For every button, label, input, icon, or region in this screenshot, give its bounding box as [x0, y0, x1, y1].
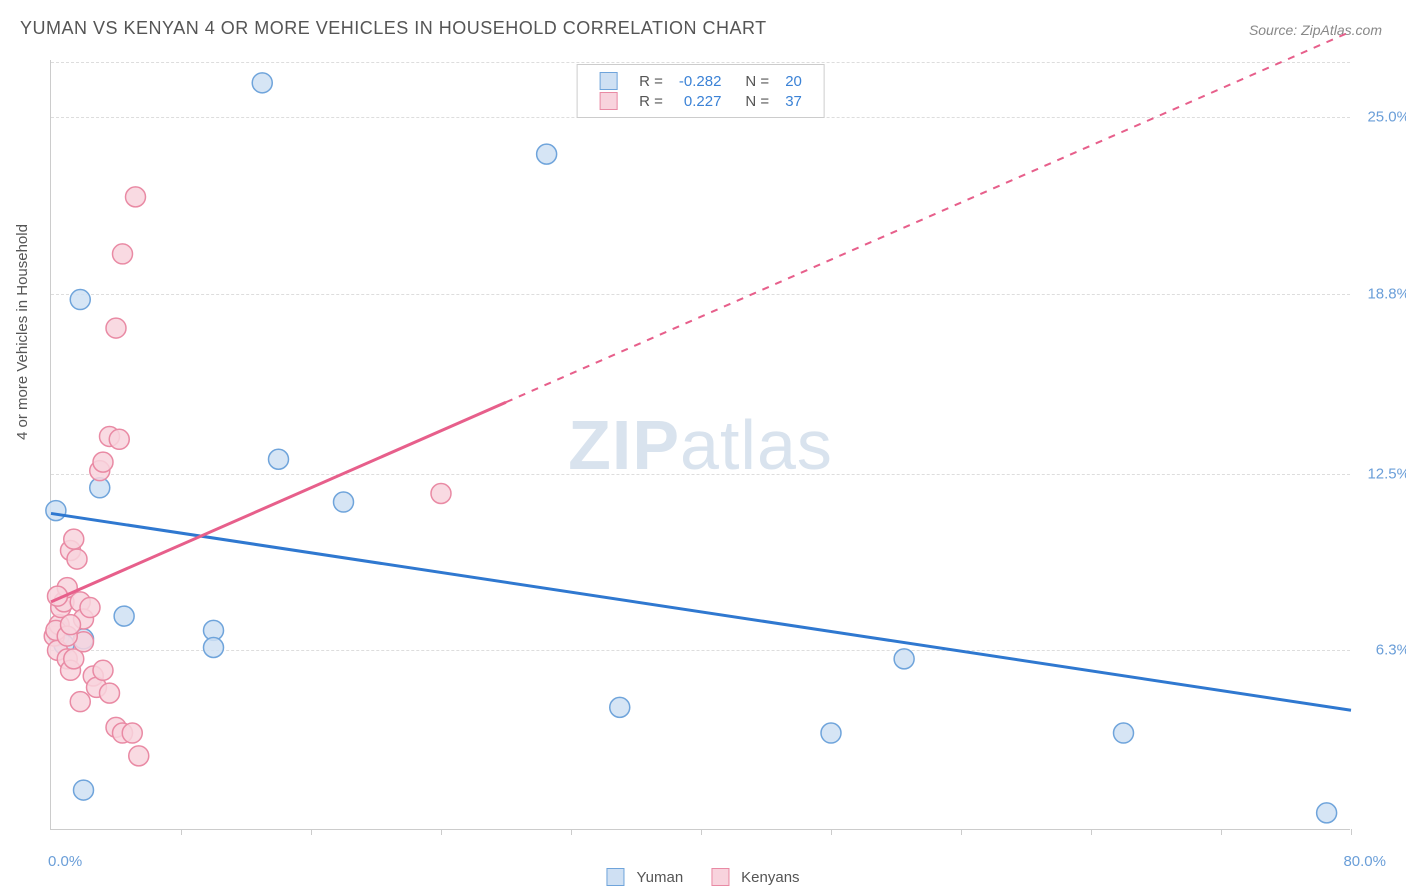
x-tick — [961, 829, 962, 835]
y-tick-label: 12.5% — [1367, 465, 1406, 482]
data-point — [61, 615, 81, 635]
n-value: 20 — [777, 71, 810, 91]
data-point — [204, 637, 224, 657]
data-point — [431, 483, 451, 503]
x-tick — [831, 829, 832, 835]
data-point — [46, 501, 66, 521]
data-point — [269, 449, 289, 469]
series-swatch — [599, 72, 617, 90]
r-value: 0.227 — [671, 91, 730, 111]
data-point — [109, 429, 129, 449]
stats-legend: R =-0.282N =20R =0.227N =37 — [576, 64, 825, 118]
data-point — [122, 723, 142, 743]
x-tick — [1091, 829, 1092, 835]
data-point — [70, 290, 90, 310]
source-attribution: Source: ZipAtlas.com — [1249, 22, 1382, 38]
x-tick — [1221, 829, 1222, 835]
stats-table: R =-0.282N =20R =0.227N =37 — [591, 71, 810, 111]
data-point — [113, 244, 133, 264]
legend-label: Yuman — [636, 869, 683, 886]
plot-area: ZIPatlas 6.3%12.5%18.8%25.0% R =-0.282N … — [50, 60, 1350, 830]
data-point — [100, 683, 120, 703]
r-label: R = — [631, 91, 671, 111]
data-point — [70, 692, 90, 712]
x-tick — [1351, 829, 1352, 835]
x-tick — [701, 829, 702, 835]
swatch-cell — [591, 91, 631, 111]
y-axis-label: 4 or more Vehicles in Household — [14, 224, 31, 440]
y-tick-label: 6.3% — [1376, 642, 1406, 659]
series-swatch — [711, 868, 729, 886]
r-value: -0.282 — [671, 71, 730, 91]
n-value: 37 — [777, 91, 810, 111]
trend-line — [51, 513, 1351, 710]
data-point — [80, 598, 100, 618]
stats-row: R =0.227N =37 — [591, 91, 810, 111]
legend-item: Yuman — [606, 868, 683, 886]
x-tick — [571, 829, 572, 835]
y-tick-label: 18.8% — [1367, 285, 1406, 302]
data-point — [126, 187, 146, 207]
y-tick-label: 25.0% — [1367, 109, 1406, 126]
data-point — [610, 697, 630, 717]
series-swatch — [606, 868, 624, 886]
data-point — [1114, 723, 1134, 743]
data-point — [114, 606, 134, 626]
x-axis-max: 80.0% — [1343, 853, 1386, 870]
x-axis-min: 0.0% — [48, 853, 82, 870]
series-swatch — [599, 92, 617, 110]
series-legend: Yuman Kenyans — [606, 868, 799, 886]
legend-label: Kenyans — [741, 869, 799, 886]
data-point — [537, 144, 557, 164]
data-point — [93, 660, 113, 680]
data-point — [67, 549, 87, 569]
data-point — [334, 492, 354, 512]
data-point — [1317, 803, 1337, 823]
data-point — [129, 746, 149, 766]
swatch-cell — [591, 71, 631, 91]
data-point — [93, 452, 113, 472]
data-point — [64, 529, 84, 549]
x-tick — [181, 829, 182, 835]
n-label: N = — [729, 91, 777, 111]
data-point — [821, 723, 841, 743]
data-point — [106, 318, 126, 338]
chart-svg — [51, 60, 1350, 829]
x-tick — [311, 829, 312, 835]
r-label: R = — [631, 71, 671, 91]
n-label: N = — [729, 71, 777, 91]
data-point — [74, 780, 94, 800]
x-tick — [441, 829, 442, 835]
data-point — [252, 73, 272, 93]
chart-title: YUMAN VS KENYAN 4 OR MORE VEHICLES IN HO… — [20, 18, 767, 39]
stats-row: R =-0.282N =20 — [591, 71, 810, 91]
data-point — [894, 649, 914, 669]
legend-item: Kenyans — [711, 868, 799, 886]
